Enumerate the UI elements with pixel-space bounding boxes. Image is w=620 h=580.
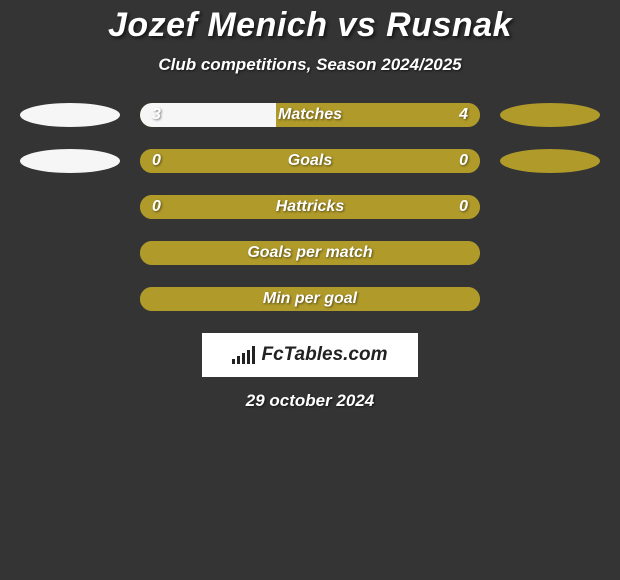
comparison-card: Jozef Menich vs Rusnak Club competitions… [0, 0, 620, 411]
stat-row: Goals per match [0, 241, 620, 265]
stat-label: Hattricks [140, 195, 480, 219]
page-title: Jozef Menich vs Rusnak [0, 6, 620, 45]
stat-bar: 00Hattricks [140, 195, 480, 219]
stat-row: 00Goals [0, 149, 620, 173]
stat-bar: 00Goals [140, 149, 480, 173]
player1-marker [20, 103, 120, 127]
stat-row: 34Matches [0, 103, 620, 127]
stat-rows: 34Matches 00Goals 00Hattricks Goals per mat… [0, 103, 620, 311]
subtitle: Club competitions, Season 2024/2025 [0, 55, 620, 75]
player1-marker [20, 149, 120, 173]
logo-box: FcTables.com [202, 333, 418, 377]
bars-icon [232, 346, 255, 364]
stat-label: Min per goal [140, 287, 480, 311]
player2-marker [500, 149, 600, 173]
date: 29 october 2024 [0, 391, 620, 411]
logo: FcTables.com [232, 344, 387, 366]
stat-bar: Goals per match [140, 241, 480, 265]
logo-text: FcTables.com [261, 344, 387, 366]
stat-bar: Min per goal [140, 287, 480, 311]
stat-row: 00Hattricks [0, 195, 620, 219]
stat-bar: 34Matches [140, 103, 480, 127]
stat-row: Min per goal [0, 287, 620, 311]
player2-marker [500, 103, 600, 127]
stat-label: Matches [140, 103, 480, 127]
stat-label: Goals [140, 149, 480, 173]
stat-label: Goals per match [140, 241, 480, 265]
